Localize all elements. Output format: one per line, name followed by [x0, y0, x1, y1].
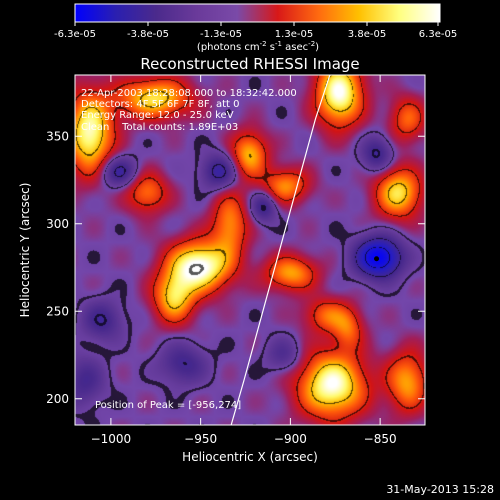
observation-info: 22-Apr-2003 18:28:08.000 to 18:32:42.000…	[81, 88, 297, 133]
chart-title: Reconstructed RHESSI Image	[140, 55, 359, 73]
x-tick-label: −850	[364, 432, 397, 446]
colorbar-units: (photons cm-2 s-1 asec-2)	[197, 40, 319, 53]
x-tick-label: −950	[184, 432, 217, 446]
colorbar-tick-label: 3.8e-05	[348, 29, 386, 40]
colorbar-tick-label: 6.3e-05	[419, 29, 457, 40]
colorbar-tick-label: -6.3e-05	[54, 29, 96, 40]
peak-marker	[374, 256, 380, 262]
info-time-range: 22-Apr-2003 18:28:08.000 to 18:32:42.000	[81, 88, 297, 99]
colorbar-tick-labels: -6.3e-05 -3.8e-05 -1.3e-05 1.3e-05 3.8e-…	[54, 29, 457, 40]
x-axis-ticks	[110, 75, 381, 425]
y-tick-label: 300	[46, 217, 69, 231]
colorbar	[74, 3, 441, 23]
x-axis-tick-labels: −1000 −950 −900 −850	[91, 432, 397, 446]
x-tick-label: −1000	[91, 432, 132, 446]
peak-position-label: Position of Peak = [-956,274]	[95, 400, 241, 411]
info-algorithm-counts: Clean Total counts: 1.89E+03	[81, 122, 238, 133]
colorbar-tick-label: -1.3e-05	[200, 29, 242, 40]
y-tick-label: 200	[46, 392, 69, 406]
footer-date: 31-May-2013 15:28	[386, 483, 494, 496]
solar-limb-line	[230, 75, 331, 425]
info-energy-range: Energy Range: 12.0 - 25.0 keV	[81, 110, 234, 121]
info-detectors: Detectors: 4F 5F 6F 7F 8F, att 0	[81, 99, 240, 110]
y-axis-tick-labels: 200 250 300 350	[46, 129, 69, 406]
plot-frame	[74, 74, 426, 426]
colorbar-tick-label: -3.8e-05	[127, 29, 169, 40]
y-axis-ticks	[75, 135, 425, 400]
colorbar-tick-label: 1.3e-05	[275, 29, 313, 40]
y-tick-label: 350	[46, 129, 69, 143]
y-tick-label: 250	[46, 304, 69, 318]
y-axis-label: Heliocentric Y (arcsec)	[18, 183, 32, 318]
x-tick-label: −900	[274, 432, 307, 446]
heatmap-image	[75, 75, 425, 425]
colorbar-ticks	[74, 22, 439, 26]
x-axis-label: Heliocentric X (arcsec)	[182, 450, 318, 464]
